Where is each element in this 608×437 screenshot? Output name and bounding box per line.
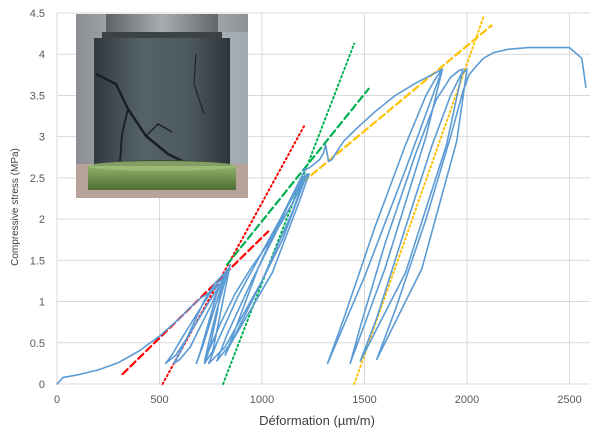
- x-tick-label: 500: [150, 394, 168, 406]
- y-tick-label: 1: [39, 297, 45, 309]
- y-tick-label: 2.5: [30, 173, 45, 185]
- y-tick-label: 3: [39, 132, 45, 144]
- x-tick-label: 2000: [455, 394, 479, 406]
- specimen-photo: [76, 14, 248, 198]
- y-tick-label: 4: [39, 49, 45, 61]
- tick-labels: 0 0.5 1 1.5 2 2.5 3 3.5 4 4.5 0 500 1000 1500 2000 2500: [30, 8, 582, 406]
- series-layer: [56, 46, 587, 385]
- y-tick-label: 0: [39, 379, 45, 391]
- x-tick-label: 2500: [557, 394, 581, 406]
- y-tick-label: 1.5: [30, 255, 45, 267]
- y-tick-label: 4.5: [30, 8, 45, 20]
- dashed-reference-line: [226, 87, 370, 266]
- y-tick-label: 2: [39, 214, 45, 226]
- dotted-reference-line: [222, 42, 356, 385]
- x-tick-label: 1500: [352, 394, 376, 406]
- stress-strain-curve: [56, 46, 587, 385]
- x-axis-title: Déformation (µm/m): [259, 413, 375, 428]
- x-tick-label: 0: [54, 394, 60, 406]
- y-tick-label: 3.5: [30, 90, 45, 102]
- dashed-reference-line: [301, 24, 493, 184]
- y-tick-label: 0.5: [30, 338, 45, 350]
- x-tick-label: 1000: [250, 394, 274, 406]
- y-axis-title: Compressive stress (MPa): [10, 148, 21, 266]
